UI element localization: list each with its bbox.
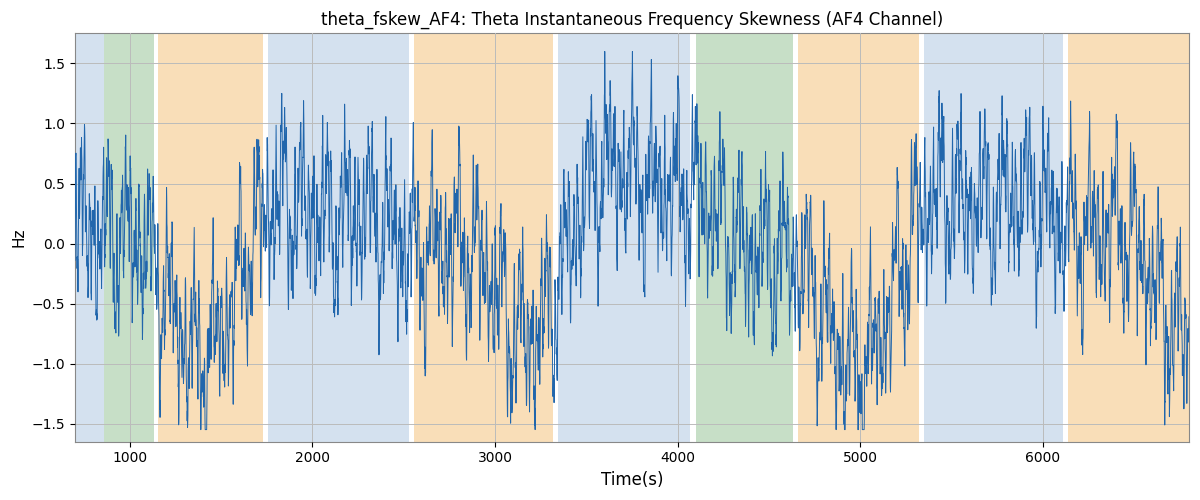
Bar xyxy=(696,34,700,442)
Bar xyxy=(798,34,919,442)
Bar xyxy=(558,34,690,442)
Bar xyxy=(414,34,553,442)
Bar xyxy=(1068,34,1189,442)
Bar xyxy=(268,34,409,442)
Y-axis label: Hz: Hz xyxy=(11,228,26,248)
Bar xyxy=(158,34,263,442)
Bar xyxy=(76,34,104,442)
Title: theta_fskew_AF4: Theta Instantaneous Frequency Skewness (AF4 Channel): theta_fskew_AF4: Theta Instantaneous Fre… xyxy=(320,11,943,30)
Bar xyxy=(924,34,1063,442)
X-axis label: Time(s): Time(s) xyxy=(601,471,664,489)
Bar xyxy=(700,34,793,442)
Bar xyxy=(104,34,154,442)
